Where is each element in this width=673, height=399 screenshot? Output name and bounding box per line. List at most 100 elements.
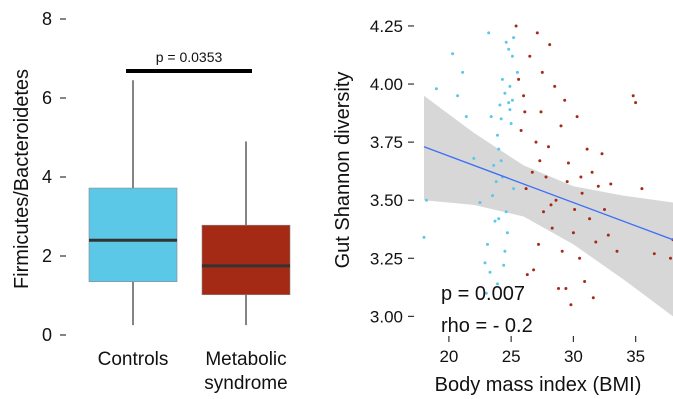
regression-line [423,146,673,241]
scatter-point [422,235,426,239]
scatter-point [499,117,503,121]
scatter-point [583,280,587,283]
box-iqr [88,187,178,282]
scatter-rho: rho = - 0.2 [441,315,533,337]
scatter-point [483,261,487,265]
scatter-point [498,103,502,107]
scatter-point [525,273,529,277]
scatter-point [484,291,488,295]
scatter-x-tick-label: 25 [502,347,521,366]
scatter-point [547,145,550,149]
scatter-x-axis-label: Body mass index (BMI) [435,374,642,396]
scatter-point [491,194,494,198]
scatter-points [422,24,673,307]
scatter-point [496,282,499,286]
scatter-point [540,70,544,74]
scatter-point [535,31,539,35]
scatter-point [606,233,610,237]
scatter-point [566,161,570,165]
boxplot-marks [88,80,291,326]
scatter-point [497,217,501,221]
scatter-point [523,110,527,114]
scatter-point [507,47,511,51]
scatter-point [652,252,656,256]
scatter-point [575,115,579,119]
scatter-point [560,249,564,253]
scatter-point [569,303,573,307]
scatter-point [631,94,635,98]
scatter-point [503,249,507,253]
regression-line-path [423,146,673,241]
scatter-point [578,256,582,260]
scatter-point [634,101,638,105]
scatter-point [434,87,438,91]
scatter-point [557,287,560,290]
confidence-band [424,95,673,317]
boxplot-x-label: Controls [98,349,169,370]
scatter-y-tick-label: 3.75 [370,133,403,152]
scatter-point [640,187,644,191]
scatter-point [594,240,598,244]
boxplot-x-labels: Controls Metabolic syndrome [98,349,288,394]
scatter-point [553,84,557,88]
scatter-point [464,115,468,119]
scatter-point [512,187,516,191]
scatter-point [603,208,606,211]
scatter-point [565,180,569,184]
scatter-point [425,198,428,202]
scatter-y-tick-label: 3.00 [370,307,403,326]
scatter-point [497,147,501,151]
boxplot-y-axis-label: Firmicutes/Bacteroidetes [11,69,33,289]
scatter-point [550,226,554,230]
scatter-point [539,110,543,114]
scatter-point [461,70,465,74]
scatter-point [669,256,672,260]
scatter-point [573,208,577,211]
scatter-point [538,159,542,163]
scatter-point [615,249,619,253]
significance-p-value: p = 0.0353 [156,49,223,65]
scatter-point [492,163,496,167]
scatter-point [563,98,567,102]
scatter-point [493,219,497,223]
scatter-point [519,129,523,132]
scatter-point [559,124,563,128]
scatter-point [515,70,519,74]
scatter-x-tick-label: 35 [626,347,645,366]
scatter-point [591,296,595,300]
scatter-point [489,115,493,119]
scatter-point [554,198,558,202]
scatter-point [503,91,507,95]
scatter-point [585,147,589,151]
scatter-y-axis-label: Gut Shannon diversity [332,72,354,269]
scatter-point [456,94,460,98]
scatter-point [544,175,548,179]
scatter-point [532,268,536,272]
scatter-point [517,77,521,81]
scatter-point [505,231,509,235]
scatter-point [502,263,506,267]
scatter-point [508,108,512,112]
box-iqr [201,224,291,296]
scatter-y-tick-label: 3.50 [370,191,403,210]
scatter-point [504,40,508,44]
scatter-point [571,231,575,235]
scatter-point [507,101,511,105]
scatter-point [500,77,504,81]
scatter-point [510,54,514,58]
scatter-point [548,43,552,47]
scatter-point [472,156,476,160]
boxplot-y-axis: 0 2 4 6 8 [42,9,66,345]
scatter-point [451,52,455,56]
scatter-point [488,270,492,274]
boxplot-y-tick-label: 8 [42,9,52,29]
scatter-point [600,152,604,156]
scatter-point [496,133,499,137]
scatter-x-axis: 20 25 30 35 [439,336,645,366]
boxplot-x-label: syndrome [204,373,287,394]
boxplot-x-label: Metabolic [205,349,286,370]
scatter-point [509,122,513,125]
scatter-point [588,217,592,221]
boxplot-y-tick-label: 4 [42,167,52,187]
